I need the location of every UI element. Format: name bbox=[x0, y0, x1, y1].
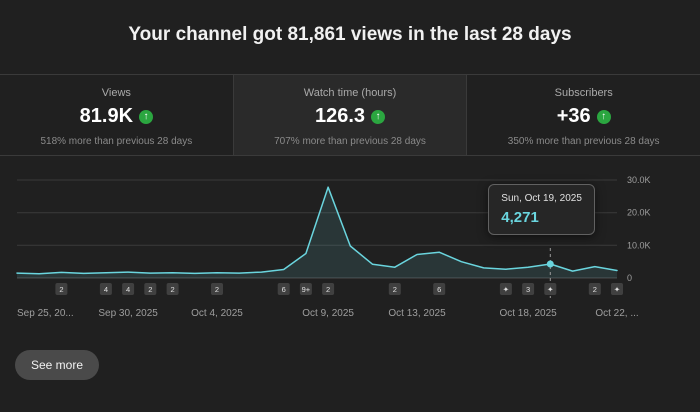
y-axis-label: 20.0K bbox=[627, 208, 651, 218]
page-title: Your channel got 81,861 views in the las… bbox=[128, 24, 572, 45]
svg-text:2: 2 bbox=[393, 285, 397, 294]
see-more-button[interactable]: See more bbox=[15, 350, 100, 380]
y-axis-label: 30.0K bbox=[627, 175, 651, 185]
y-axis-label: 10.0K bbox=[627, 240, 651, 250]
tooltip-date: Sun, Oct 19, 2025 bbox=[501, 193, 582, 204]
x-axis-label: Oct 13, 2025 bbox=[388, 308, 446, 319]
tab-watch-time[interactable]: Watch time (hours) 126.3 ↑ 707% more tha… bbox=[232, 75, 467, 155]
svg-text:✦: ✦ bbox=[503, 285, 510, 294]
svg-text:✦: ✦ bbox=[614, 285, 621, 294]
svg-text:4: 4 bbox=[104, 285, 108, 294]
tab-subscribers[interactable]: Subscribers +36 ↑ 350% more than previou… bbox=[466, 75, 700, 155]
area-fill bbox=[17, 187, 617, 278]
publish-badge[interactable]: ✦ bbox=[611, 283, 623, 295]
publish-badge[interactable]: 2 bbox=[322, 283, 335, 295]
svg-text:6: 6 bbox=[437, 285, 441, 294]
tab-views[interactable]: Views 81.9K ↑ 518% more than previous 28… bbox=[0, 75, 233, 155]
publish-badge[interactable]: 2 bbox=[211, 283, 223, 295]
x-axis-label: Sep 30, 2025 bbox=[98, 308, 158, 319]
hover-dot bbox=[546, 260, 554, 268]
publish-badge[interactable]: 2 bbox=[55, 283, 68, 295]
x-axis-label: Sep 25, 20... bbox=[17, 308, 74, 319]
x-axis: Sep 25, 20... Sep 30, 2025 Oct 4, 2025 Oct … bbox=[15, 306, 685, 324]
up-arrow-icon: ↑ bbox=[596, 109, 611, 124]
publish-badge[interactable]: 6 bbox=[277, 283, 290, 295]
svg-text:3: 3 bbox=[526, 285, 530, 294]
svg-text:2: 2 bbox=[59, 285, 63, 294]
svg-text:✦: ✦ bbox=[547, 285, 554, 294]
views-chart-svg: 0 10.0K 20.0K 30.0K 2 4 4 2 2 2 6 9+ 2 2 6 ✦ 3 ✦ 2 ✦ bbox=[16, 175, 651, 298]
publish-badge[interactable]: 3 bbox=[522, 283, 535, 295]
up-arrow-icon: ↑ bbox=[139, 109, 154, 124]
tab-subscribers-value: +36 bbox=[556, 105, 591, 127]
tab-views-value: 81.9K bbox=[79, 105, 134, 127]
svg-text:2: 2 bbox=[593, 285, 597, 294]
x-axis-label: Oct 18, 2025 bbox=[499, 308, 557, 319]
tab-views-delta: 518% more than previous 28 days bbox=[40, 136, 193, 147]
tooltip-value: 4,271 bbox=[501, 209, 539, 226]
publish-badge[interactable]: 4 bbox=[99, 283, 112, 295]
publish-badge[interactable]: 6 bbox=[433, 283, 446, 295]
tab-views-label: Views bbox=[101, 87, 131, 99]
svg-text:2: 2 bbox=[215, 285, 219, 294]
up-arrow-icon: ↑ bbox=[371, 109, 386, 124]
x-axis-label: Oct 22, ... bbox=[595, 308, 639, 319]
chart-tooltip: Sun, Oct 19, 2025 4,271 bbox=[488, 184, 595, 235]
x-axis-label: Oct 9, 2025 bbox=[302, 308, 354, 319]
tab-subscribers-label: Subscribers bbox=[554, 87, 613, 99]
tab-watch-time-label: Watch time (hours) bbox=[303, 87, 397, 99]
publish-badge[interactable]: ✦ bbox=[499, 283, 512, 295]
publish-badge[interactable]: 2 bbox=[388, 283, 401, 295]
svg-text:9+: 9+ bbox=[302, 285, 311, 294]
views-line bbox=[16, 186, 618, 275]
views-line-chart[interactable]: 0 10.0K 20.0K 30.0K 2 4 4 2 2 2 6 9+ 2 2 6 ✦ 3 ✦ 2 ✦ Sep 25… bbox=[15, 174, 685, 324]
tab-watch-time-delta: 707% more than previous 28 days bbox=[274, 136, 426, 147]
publish-badge[interactable]: ✦ bbox=[544, 283, 557, 295]
publish-badge[interactable]: 9+ bbox=[299, 283, 312, 295]
publish-badge[interactable]: 4 bbox=[122, 283, 135, 295]
y-axis-label: 0 bbox=[627, 273, 632, 283]
chart-canvas[interactable]: 0 10.0K 20.0K 30.0K 2 4 4 2 2 2 6 9+ 2 2 6 ✦ 3 ✦ 2 ✦ bbox=[15, 174, 685, 306]
svg-text:4: 4 bbox=[126, 285, 130, 294]
svg-text:2: 2 bbox=[148, 285, 152, 294]
tab-subscribers-delta: 350% more than previous 28 days bbox=[507, 136, 660, 147]
x-axis-label: Oct 4, 2025 bbox=[191, 308, 243, 319]
publish-badge[interactable]: 2 bbox=[166, 283, 179, 295]
svg-text:6: 6 bbox=[282, 285, 286, 294]
tab-watch-time-value: 126.3 bbox=[314, 105, 366, 127]
publish-badge[interactable]: 2 bbox=[588, 283, 601, 295]
metric-tabs: Views 81.9K ↑ 518% more than previous 28… bbox=[0, 74, 700, 156]
svg-text:2: 2 bbox=[171, 285, 175, 294]
publish-badge[interactable]: 2 bbox=[144, 283, 157, 295]
svg-text:2: 2 bbox=[326, 285, 330, 294]
